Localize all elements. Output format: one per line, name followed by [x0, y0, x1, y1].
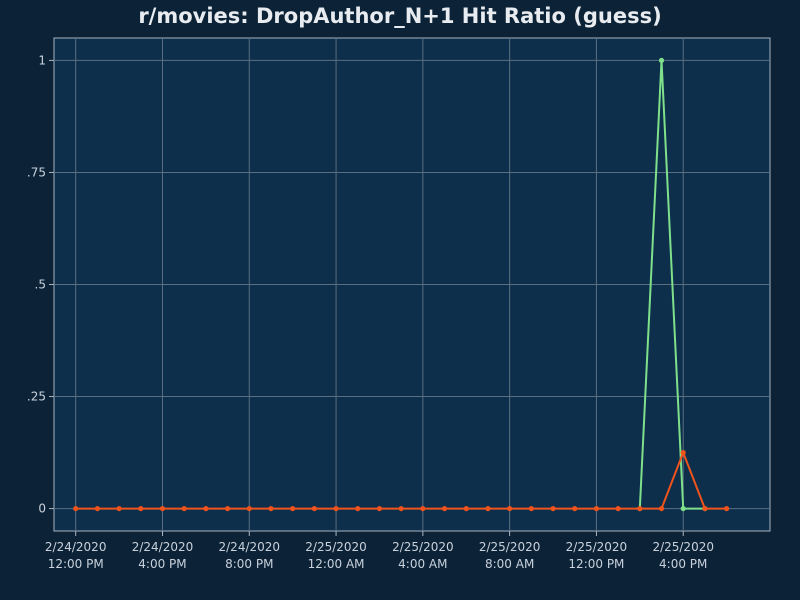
- series-line: [638, 59, 705, 510]
- data-point[interactable]: [159, 505, 166, 512]
- data-point[interactable]: [658, 57, 665, 64]
- x-tick-date: 2/24/2020: [219, 540, 281, 554]
- data-point[interactable]: [398, 505, 404, 512]
- data-point[interactable]: [507, 505, 513, 512]
- x-tick-time: 4:00 AM: [398, 557, 447, 571]
- x-tick-time: 8:00 PM: [225, 557, 273, 571]
- x-tick-date: 2/25/2020: [566, 540, 628, 554]
- chart-title: r/movies: DropAuthor_N+1 Hit Ratio (gues…: [138, 4, 662, 28]
- data-point[interactable]: [658, 505, 665, 512]
- data-point[interactable]: [680, 449, 686, 456]
- data-point[interactable]: [702, 505, 708, 512]
- data-point[interactable]: [463, 505, 469, 512]
- data-point[interactable]: [355, 505, 361, 512]
- data-point[interactable]: [138, 505, 144, 512]
- series-layer: [73, 57, 730, 512]
- x-tick-date: 2/25/2020: [305, 540, 367, 554]
- data-point[interactable]: [637, 505, 643, 512]
- data-point[interactable]: [246, 505, 252, 512]
- data-point[interactable]: [485, 505, 491, 512]
- data-point[interactable]: [593, 505, 600, 512]
- data-point[interactable]: [376, 505, 383, 512]
- x-tick-date: 2/24/2020: [45, 540, 107, 554]
- x-tick-time: 4:00 PM: [138, 557, 186, 571]
- data-point[interactable]: [528, 505, 534, 512]
- x-tick-date: 2/24/2020: [132, 540, 194, 554]
- x-tick-time: 12:00 AM: [308, 557, 365, 571]
- data-point[interactable]: [116, 505, 122, 512]
- data-point[interactable]: [572, 505, 578, 512]
- data-point[interactable]: [311, 505, 317, 512]
- y-tick-label: .5: [35, 278, 46, 292]
- x-tick-time: 4:00 PM: [659, 557, 707, 571]
- x-tick-time: 8:00 AM: [485, 557, 534, 571]
- y-tick-label: 0: [38, 502, 46, 516]
- data-point[interactable]: [441, 505, 448, 512]
- data-point[interactable]: [290, 505, 296, 512]
- data-point[interactable]: [203, 505, 209, 512]
- x-tick-date: 2/25/2020: [479, 540, 541, 554]
- data-point[interactable]: [333, 505, 339, 512]
- data-point[interactable]: [550, 505, 556, 512]
- series-1: [73, 449, 730, 512]
- data-point[interactable]: [680, 505, 686, 512]
- x-tick-time: 12:00 PM: [48, 557, 104, 571]
- data-point[interactable]: [73, 505, 79, 512]
- y-tick-label: .75: [27, 165, 46, 179]
- data-point[interactable]: [268, 505, 274, 512]
- x-tick-date: 2/25/2020: [652, 540, 714, 554]
- data-point[interactable]: [94, 505, 100, 512]
- y-axis-ticks: 0 .25 .5 .75 1: [27, 53, 54, 516]
- x-tick-date: 2/25/2020: [392, 540, 454, 554]
- y-tick-label: 1: [38, 53, 46, 67]
- data-point[interactable]: [420, 505, 426, 512]
- data-point[interactable]: [724, 505, 730, 512]
- data-point[interactable]: [615, 505, 621, 512]
- data-point[interactable]: [181, 505, 187, 512]
- x-tick-time: 12:00 PM: [568, 557, 624, 571]
- x-axis-ticks: 2/24/2020 12:00 PM 2/24/2020 4:00 PM 2/24/20…: [45, 531, 714, 571]
- data-point[interactable]: [224, 505, 231, 512]
- y-tick-label: .25: [27, 390, 46, 404]
